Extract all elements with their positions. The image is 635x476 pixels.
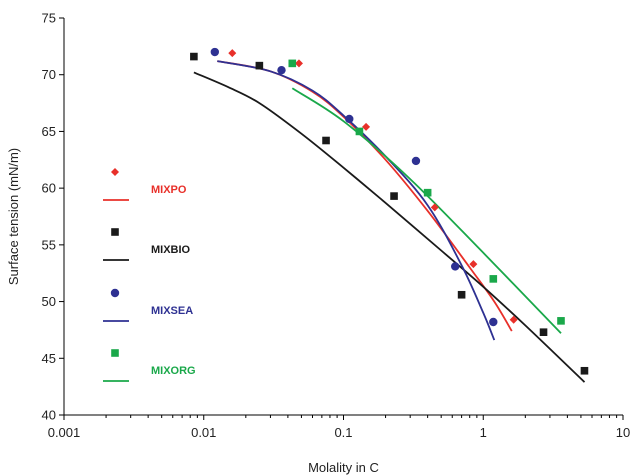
x-tick-label: 10 [616, 425, 630, 440]
data-point-mixpo [228, 49, 237, 58]
data-point-mixorg [489, 275, 498, 283]
x-tick-label: 0.001 [48, 425, 81, 440]
data-point-mixsea [210, 47, 220, 57]
legend-marker-mixorg [111, 349, 119, 357]
data-point-mixorg [355, 127, 364, 136]
y-axis-title: Surface tension (mN/m) [6, 148, 21, 285]
data-point-mixpo [430, 203, 439, 212]
data-point-mixpo [294, 59, 303, 68]
legend: MIXPO MIXBIO MIXSEA MIXORG [103, 168, 196, 382]
data-point-mixsea [451, 262, 460, 271]
data-point-mixbio [457, 290, 466, 299]
data-point-mixsea [489, 317, 498, 327]
x-tick-label: 0.01 [191, 425, 216, 440]
data-point-mixpo [509, 315, 518, 324]
x-tick-label: 1 [480, 425, 487, 440]
data-point-mixorg [557, 317, 565, 325]
data-point-mixorg [423, 188, 432, 197]
data-point-mixbio [580, 366, 589, 375]
legend-label-mixsea: MIXSEA [151, 305, 193, 317]
data-point-mixbio [539, 328, 548, 336]
x-axis-title: Molality in C [308, 460, 379, 475]
data-point-mixpo [469, 260, 478, 269]
data-point-mixbio [190, 52, 198, 61]
y-tick-label: 75 [42, 11, 56, 26]
y-tick-label: 70 [42, 67, 56, 82]
y-tick-label: 55 [42, 237, 56, 252]
data-point-mixsea [411, 156, 421, 166]
legend-marker-mixpo [111, 168, 119, 176]
y-tick-label: 45 [42, 351, 56, 366]
y-tick-label: 50 [42, 294, 56, 309]
legend-label-mixpo: MIXPO [151, 184, 187, 196]
data-point-mixsea [345, 114, 354, 124]
y-tick-label: 60 [42, 181, 56, 196]
data-point-mixbio [390, 192, 398, 200]
data-point-mixpo [362, 122, 371, 131]
y-tick-label: 40 [42, 408, 56, 423]
x-tick-label: 0.1 [334, 425, 352, 440]
data-point-mixorg [288, 59, 297, 68]
axes: 40 45 50 55 60 65 70 75 0.001 0.01 0.1 1 10 [42, 11, 631, 441]
legend-label-mixorg: MIXORG [151, 365, 196, 377]
fit-lines [193, 60, 586, 383]
legend-label-mixbio: MIXBIO [151, 244, 191, 256]
data-point-mixbio [322, 136, 330, 145]
data-point-mixbio [255, 61, 264, 70]
fit-line-mixorg [291, 87, 562, 334]
data-point-mixsea [277, 65, 286, 75]
legend-marker-mixbio [111, 228, 119, 236]
y-tick-label: 65 [42, 124, 56, 139]
fit-line-mixbio [193, 71, 586, 383]
legend-marker-mixsea [110, 288, 120, 298]
data-markers [190, 47, 589, 375]
